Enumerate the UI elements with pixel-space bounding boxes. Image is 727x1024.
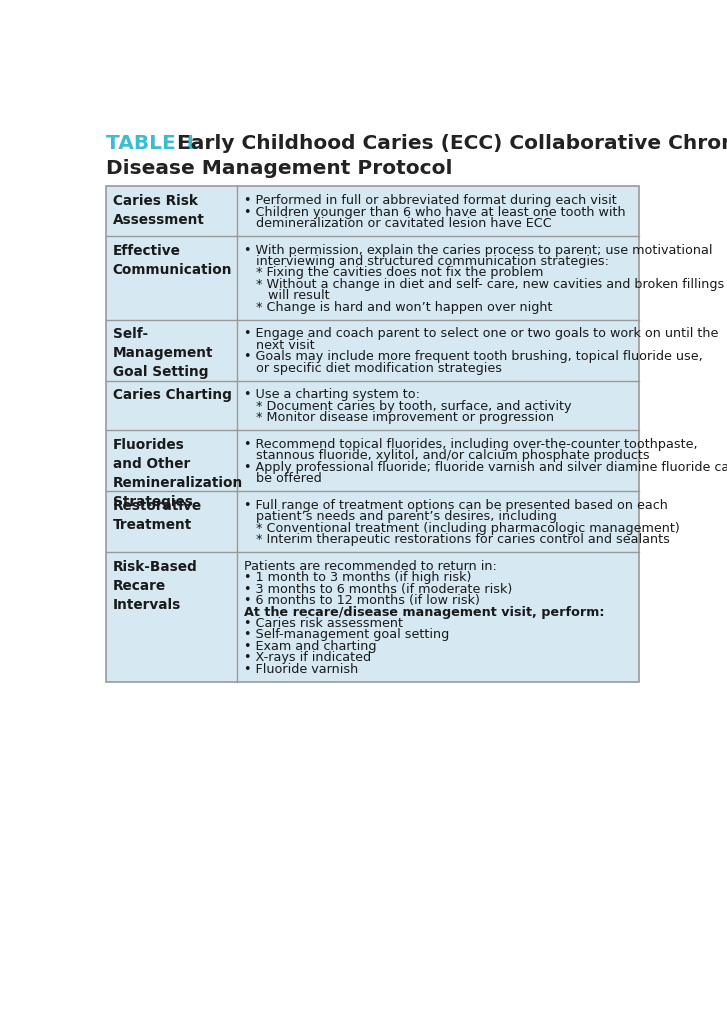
Text: Early Childhood Caries (ECC) Collaborative Chronic: Early Childhood Caries (ECC) Collaborati… [170, 134, 727, 154]
Text: • Engage and coach parent to select one or two goals to work on until the: • Engage and coach parent to select one … [244, 328, 718, 340]
Text: * Document caries by tooth, surface, and activity: * Document caries by tooth, surface, and… [244, 399, 571, 413]
Text: • Use a charting system to:: • Use a charting system to: [244, 388, 419, 401]
Text: • Children younger than 6 who have at least one tooth with: • Children younger than 6 who have at le… [244, 206, 625, 218]
Text: • 6 months to 12 months (if low risk): • 6 months to 12 months (if low risk) [244, 594, 480, 607]
Text: or specific diet modification strategies: or specific diet modification strategies [244, 361, 502, 375]
Text: next visit: next visit [244, 339, 315, 352]
Text: • Exam and charting: • Exam and charting [244, 640, 377, 652]
Text: • Fluoride varnish: • Fluoride varnish [244, 663, 358, 676]
Text: • Apply professional fluoride; fluoride varnish and silver diamine fluoride can: • Apply professional fluoride; fluoride … [244, 461, 727, 474]
Text: * Monitor disease improvement or progression: * Monitor disease improvement or progres… [244, 412, 554, 424]
Text: • Goals may include more frequent tooth brushing, topical fluoride use,: • Goals may include more frequent tooth … [244, 350, 702, 364]
Text: patient’s needs and parent’s desires, including: patient’s needs and parent’s desires, in… [244, 510, 557, 523]
Text: Patients are recommended to return in:: Patients are recommended to return in: [244, 560, 497, 573]
Text: Risk-Based
Recare
Intervals: Risk-Based Recare Intervals [113, 560, 197, 612]
Text: Restorative
Treatment: Restorative Treatment [113, 499, 201, 532]
Text: interviewing and structured communication strategies:: interviewing and structured communicatio… [244, 255, 608, 268]
Text: Caries Charting: Caries Charting [113, 388, 231, 402]
Text: will result: will result [244, 289, 329, 302]
Text: • 3 months to 6 months (if moderate risk): • 3 months to 6 months (if moderate risk… [244, 583, 512, 596]
Text: At the recare/disease management visit, perform:: At the recare/disease management visit, … [244, 605, 604, 618]
Text: Self-
Management
Goal Setting: Self- Management Goal Setting [113, 328, 213, 379]
Text: demineralization or cavitated lesion have ECC: demineralization or cavitated lesion hav… [244, 217, 552, 230]
Text: • X-rays if indicated: • X-rays if indicated [244, 651, 371, 665]
Text: Caries Risk
Assessment: Caries Risk Assessment [113, 195, 204, 227]
Text: stannous fluoride, xylitol, and/or calcium phosphate products: stannous fluoride, xylitol, and/or calci… [244, 450, 649, 463]
Text: • Self-management goal setting: • Self-management goal setting [244, 629, 449, 641]
Text: Effective
Communication: Effective Communication [113, 244, 232, 276]
Text: TABLE 1.: TABLE 1. [106, 134, 204, 154]
Text: be offered: be offered [244, 472, 321, 485]
Bar [106, 186, 639, 682]
Text: Disease Management Protocol: Disease Management Protocol [106, 159, 453, 178]
Text: * Interim therapeutic restorations for caries control and sealants: * Interim therapeutic restorations for c… [244, 534, 670, 546]
Text: * Without a change in diet and self- care, new cavities and broken fillings: * Without a change in diet and self- car… [244, 278, 724, 291]
Text: • Performed in full or abbreviated format during each visit: • Performed in full or abbreviated forma… [244, 195, 616, 207]
Bar [106, 186, 639, 682]
Text: * Change is hard and won’t happen over night: * Change is hard and won’t happen over n… [244, 301, 553, 313]
Text: • With permission, explain the caries process to parent; use motivational: • With permission, explain the caries pr… [244, 244, 712, 257]
Text: Fluorides
and Other
Remineralization
Strategies: Fluorides and Other Remineralization Str… [113, 438, 243, 509]
Text: * Fixing the cavities does not fix the problem: * Fixing the cavities does not fix the p… [244, 266, 543, 280]
Text: * Conventional treatment (including pharmacologic management): * Conventional treatment (including phar… [244, 522, 680, 535]
Text: • Recommend topical fluorides, including over-the-counter toothpaste,: • Recommend topical fluorides, including… [244, 438, 697, 451]
Text: • Caries risk assessment: • Caries risk assessment [244, 617, 403, 630]
Text: • Full range of treatment options can be presented based on each: • Full range of treatment options can be… [244, 499, 667, 512]
Text: • 1 month to 3 months (if high risk): • 1 month to 3 months (if high risk) [244, 571, 471, 585]
